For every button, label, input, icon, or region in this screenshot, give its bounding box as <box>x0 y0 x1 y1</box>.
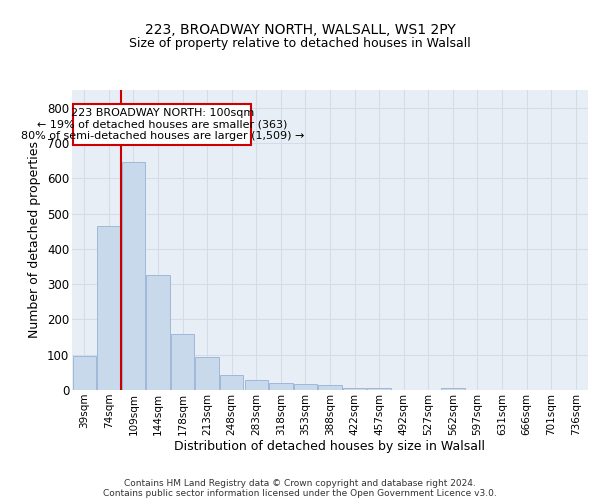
Bar <box>245 380 268 390</box>
Text: 223 BROADWAY NORTH: 100sqm
← 19% of detached houses are smaller (363)
80% of sem: 223 BROADWAY NORTH: 100sqm ← 19% of deta… <box>20 108 304 141</box>
Bar <box>367 388 391 390</box>
Bar <box>97 226 121 390</box>
Bar <box>220 375 244 390</box>
Bar <box>122 162 145 390</box>
Text: Size of property relative to detached houses in Walsall: Size of property relative to detached ho… <box>129 38 471 51</box>
Bar <box>146 276 170 390</box>
Bar <box>319 386 341 390</box>
Bar <box>73 356 96 390</box>
FancyBboxPatch shape <box>73 104 251 144</box>
Bar <box>171 334 194 390</box>
Bar <box>343 388 366 390</box>
Bar <box>294 384 317 390</box>
X-axis label: Distribution of detached houses by size in Walsall: Distribution of detached houses by size … <box>175 440 485 454</box>
Y-axis label: Number of detached properties: Number of detached properties <box>28 142 41 338</box>
Text: Contains public sector information licensed under the Open Government Licence v3: Contains public sector information licen… <box>103 488 497 498</box>
Bar <box>196 357 219 390</box>
Text: 223, BROADWAY NORTH, WALSALL, WS1 2PY: 223, BROADWAY NORTH, WALSALL, WS1 2PY <box>145 22 455 36</box>
Text: Contains HM Land Registry data © Crown copyright and database right 2024.: Contains HM Land Registry data © Crown c… <box>124 478 476 488</box>
Bar <box>269 384 293 390</box>
Bar <box>441 388 464 390</box>
